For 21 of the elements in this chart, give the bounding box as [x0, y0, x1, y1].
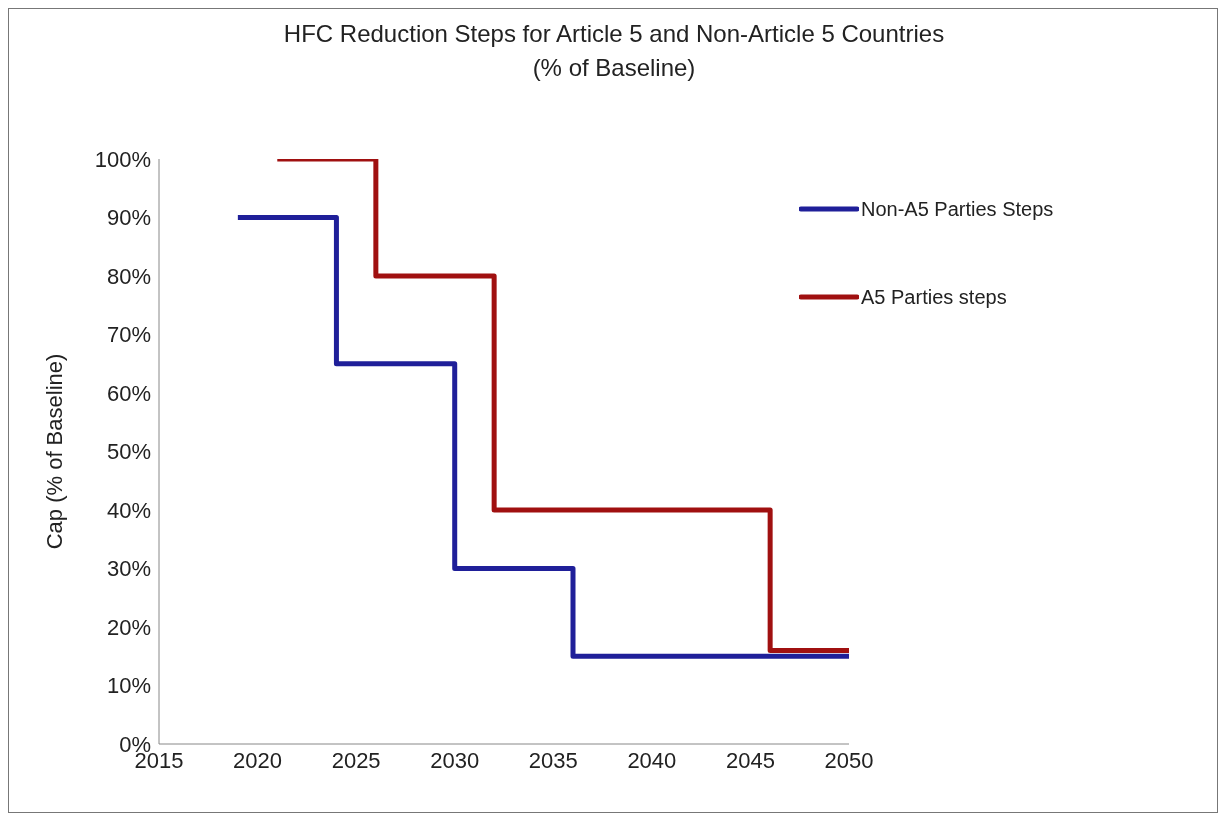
y-tick-label: 10%: [106, 673, 151, 699]
y-tick-label: 70%: [106, 322, 151, 348]
x-tick-label: 2035: [528, 747, 578, 773]
y-tick-label: 30%: [106, 556, 151, 582]
x-tick-label: 2030: [430, 747, 480, 773]
y-tick-label: 100%: [94, 146, 151, 172]
x-tick-label: 2025: [331, 747, 381, 773]
x-tick-label: 2040: [627, 747, 677, 773]
legend-label: A5 Parties steps: [861, 285, 1007, 309]
x-tick-label: 2045: [725, 747, 775, 773]
y-tick-label: 80%: [106, 263, 151, 289]
y-axis-title: Cap (% of Baseline): [41, 353, 67, 550]
x-tick-label: 2020: [233, 747, 283, 773]
chart-title: HFC Reduction Steps for Article 5 and Non-Article 5 Countries (% of Baseline): [282, 19, 946, 83]
y-tick-label: 90%: [106, 205, 151, 231]
y-tick-label: 50%: [106, 439, 151, 465]
x-tick-label: 2050: [824, 747, 874, 773]
legend-label: Non-A5 Parties Steps: [861, 197, 1054, 221]
y-tick-label: 20%: [106, 614, 151, 640]
y-tick-label: 60%: [106, 380, 151, 406]
y-tick-label: 40%: [106, 497, 151, 523]
